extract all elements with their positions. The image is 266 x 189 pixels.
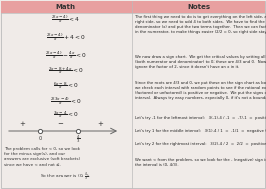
Text: We now draw a sign chart.  We get the critical values by setting all the factors: We now draw a sign chart. We get the cri… bbox=[135, 55, 266, 69]
Text: The first thing we need to do is to get everything on the left side, and 0 on th: The first thing we need to do is to get … bbox=[135, 15, 266, 34]
Text: 0: 0 bbox=[39, 136, 41, 142]
Text: $\frac{2(x-4)}{x} - \frac{4x}{x} < 0$: $\frac{2(x-4)}{x} - \frac{4x}{x} < 0$ bbox=[45, 49, 87, 61]
Text: +: + bbox=[19, 121, 25, 127]
Text: We want < from the problem, so we look for the - (negative) sign intervals, so
t: We want < from the problem, so we look f… bbox=[135, 158, 266, 167]
Text: $\frac{6x - 8}{x} < 0$: $\frac{6x - 8}{x} < 0$ bbox=[53, 81, 79, 91]
Text: Math: Math bbox=[56, 4, 76, 10]
Text: $\frac{2(x-4)}{x} < 4$: $\frac{2(x-4)}{x} < 4$ bbox=[51, 13, 81, 25]
Text: $\frac{2(3x-4)}{x} < 0$: $\frac{2(3x-4)}{x} < 0$ bbox=[50, 95, 82, 107]
Text: $\frac{2(x-4)}{x} + 4 < 0$: $\frac{2(x-4)}{x} + 4 < 0$ bbox=[46, 31, 86, 43]
Text: Since the roots are 4/3 and 0, we put these on the sign chart as boundaries.  Th: Since the roots are 4/3 and 0, we put th… bbox=[135, 81, 266, 100]
Text: Let's try -1 for the leftmost interval:   3(-1)-4 / -1  =  -7/-1  =  positive (+: Let's try -1 for the leftmost interval: … bbox=[135, 116, 266, 120]
Text: $\frac{3x-4}{x} < 0$: $\frac{3x-4}{x} < 0$ bbox=[53, 109, 79, 121]
Text: The problem calls for < 0, so we look
for the minus sign(s), and our
answers are: The problem calls for < 0, so we look fo… bbox=[4, 147, 80, 167]
Text: Let's try 1 for the middle interval:   3(1)-4 / 1  =  -1/1  =  negative (-).: Let's try 1 for the middle interval: 3(1… bbox=[135, 129, 266, 133]
Text: −: − bbox=[57, 121, 63, 127]
Text: So the answer is $(0, \frac{4}{3})$.: So the answer is $(0, \frac{4}{3})$. bbox=[40, 172, 92, 183]
Text: $\frac{4}{3}$: $\frac{4}{3}$ bbox=[76, 133, 80, 145]
Text: $\frac{2x - 8 + 4x}{x} < 0$: $\frac{2x - 8 + 4x}{x} < 0$ bbox=[48, 65, 84, 77]
Text: +: + bbox=[97, 121, 103, 127]
Bar bbox=[1, 1, 132, 13]
Bar bbox=[132, 1, 265, 13]
Text: Notes: Notes bbox=[187, 4, 210, 10]
Text: Let's try 2 for the rightmost interval:   3(2)-4 / 2  =  2/2  =  positive (+).: Let's try 2 for the rightmost interval: … bbox=[135, 142, 266, 146]
